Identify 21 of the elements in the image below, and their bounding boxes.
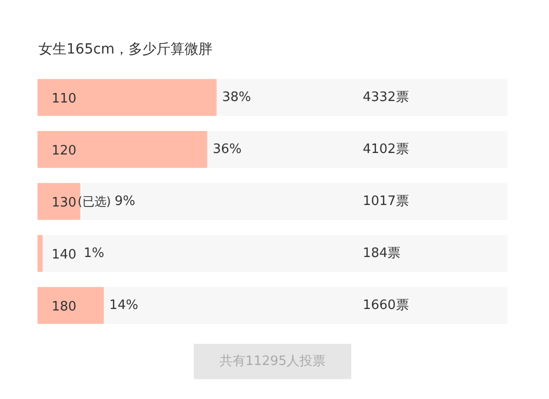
y-tick-label: 130 — [52, 195, 76, 210]
text: 共有11295人投票 — [219, 354, 326, 369]
annotation: 1017票 — [362, 194, 409, 209]
annotation: 184票 — [362, 246, 401, 261]
annotation: 4332票 — [362, 90, 409, 105]
data-label: 14% — [109, 298, 138, 313]
data-label: 9% — [114, 194, 136, 209]
y-tick-label: 120 — [52, 143, 76, 158]
data-label: 36% — [212, 142, 242, 157]
bar — [38, 183, 80, 220]
y-tick-label: 180 — [52, 299, 76, 314]
bar — [38, 287, 104, 324]
y-tick-label: 110 — [52, 91, 76, 106]
chart-title: 女生165cm，多少斤算微胖 — [38, 41, 213, 58]
data-label: 1% — [84, 246, 104, 261]
annotation: (已选) — [78, 194, 111, 208]
annotation: 1660票 — [362, 298, 409, 313]
annotation: 4102票 — [362, 142, 409, 157]
data-label: 38% — [222, 90, 252, 105]
bar — [38, 235, 43, 272]
y-tick-label: 140 — [52, 247, 76, 262]
